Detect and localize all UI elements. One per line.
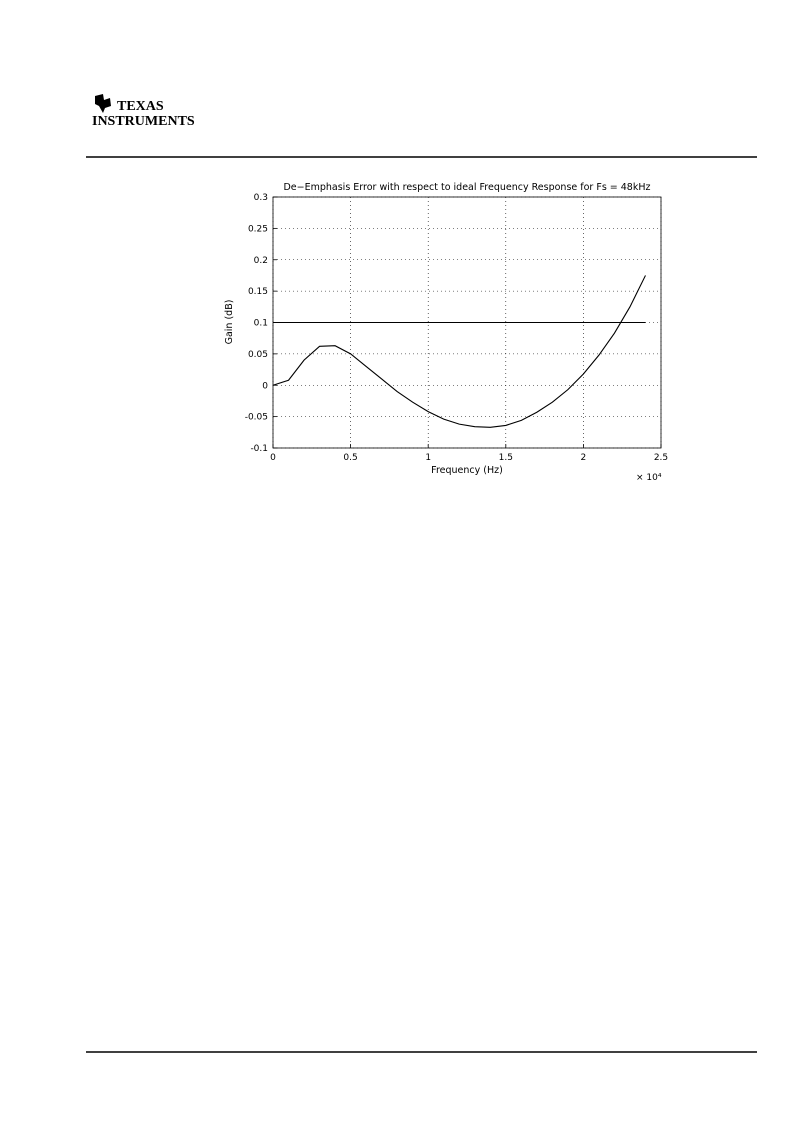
y-tick-label: 0.25 [248, 224, 268, 234]
x-tick-label: 2 [581, 453, 587, 463]
y-tick-label: 0.05 [248, 350, 268, 360]
y-tick-label: 0.2 [254, 256, 268, 266]
y-axis-label: Gain (dB) [224, 300, 235, 345]
y-tick-label: 0 [262, 381, 268, 391]
data-line [272, 275, 646, 428]
y-tick-label: -0.1 [250, 444, 268, 454]
x-tick-label: 1.5 [499, 453, 513, 463]
chart: De−Emphasis Error with respect to ideal … [224, 182, 668, 483]
y-tick-label: -0.05 [245, 413, 268, 423]
logo-icon [95, 94, 111, 113]
y-tick-label: 0.1 [254, 319, 268, 329]
logo-text: INSTRUMENTS [92, 114, 195, 129]
chart-title: De−Emphasis Error with respect to ideal … [283, 182, 650, 193]
x-tick-label: 1 [425, 453, 431, 463]
y-tick-label: 0.15 [248, 287, 268, 297]
logo-text: TEXAS [117, 99, 164, 114]
x-tick-label: 2.5 [654, 453, 668, 463]
x-multiplier: × 10⁴ [636, 473, 662, 483]
x-tick-label: 0 [270, 453, 276, 463]
logo: TEXAS INSTRUMENTS [92, 94, 195, 129]
x-tick-label: 0.5 [343, 453, 357, 463]
x-axis-label: Frequency (Hz) [431, 465, 503, 476]
y-tick-label: 0.3 [254, 193, 268, 203]
